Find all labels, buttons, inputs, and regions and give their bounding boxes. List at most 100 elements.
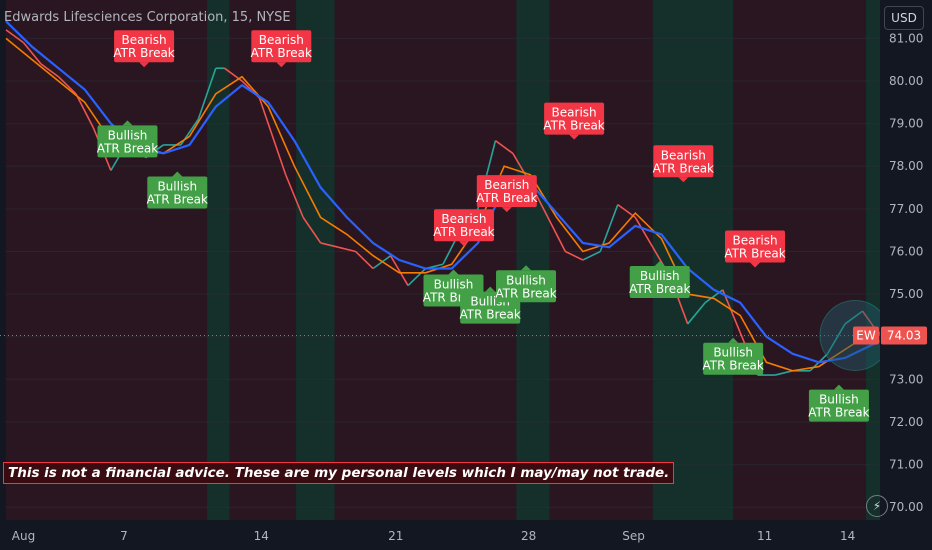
price-segment: [721, 289, 741, 333]
annotation-text: Bullish ATR Break: [97, 128, 158, 155]
bearish-label-box: [114, 30, 175, 63]
annotation-text: Bullish ATR Break: [808, 393, 869, 420]
annotation-text: Bullish ATR Break: [495, 273, 556, 300]
price-axis-background: [880, 0, 932, 550]
bearish-label-box: [653, 145, 714, 178]
x-tick-label: 14: [254, 529, 269, 543]
bearish-label-pointer: [276, 62, 287, 68]
session-band-green: [296, 0, 335, 520]
annotation-text: Bearish ATR Break: [653, 148, 714, 175]
bullish-label-pointer: [521, 265, 532, 271]
bullish-label-box: [496, 270, 557, 303]
price-segment: [774, 370, 793, 376]
bearish-label-box: [251, 30, 312, 63]
symbol-tag: [853, 326, 879, 345]
annotation-text: Bearish ATR Break: [724, 234, 785, 261]
bearish-label-pointer: [569, 134, 580, 140]
session-band-green: [866, 0, 880, 520]
x-tick-label: 21: [388, 529, 403, 543]
lightning-icon[interactable]: ⚡: [866, 495, 888, 517]
price-segment: [284, 174, 304, 218]
price-segment: [5, 29, 24, 44]
y-tick-label: 70.00: [889, 500, 923, 514]
y-tick-label: 75.00: [889, 287, 923, 301]
last-price-label: 74.03: [887, 328, 921, 342]
price-segment: [337, 246, 356, 253]
currency-button[interactable]: USD: [884, 6, 924, 30]
bullish-label-pointer: [485, 286, 496, 292]
bullish-label-box: [97, 125, 158, 158]
annotation-text: Bearish ATR Break: [476, 178, 537, 205]
session-band-green: [207, 0, 230, 520]
bearish-label-pointer: [501, 207, 512, 213]
x-tick-label: Aug: [12, 529, 35, 543]
price-segment: [599, 204, 619, 252]
price-segment: [355, 250, 374, 270]
bullish-label-pointer: [122, 120, 133, 126]
price-segment: [565, 250, 584, 261]
y-tick-label: 72.00: [889, 415, 923, 429]
annotation-text: Bullish ATR Break: [147, 179, 208, 206]
time-axis-background: [0, 520, 932, 550]
price-segment: [547, 217, 567, 252]
y-tick-label: 78.00: [889, 159, 923, 173]
x-tick-label: 28: [521, 529, 536, 543]
y-tick-label: 81.00: [889, 31, 923, 45]
bearish-label-pointer: [458, 241, 469, 247]
price-segment: [407, 267, 427, 287]
x-tick-label: Sep: [622, 529, 645, 543]
price-segment: [844, 310, 863, 325]
y-tick-label: 77.00: [889, 202, 923, 216]
bullish-label-pointer: [728, 337, 739, 343]
price-segment: [582, 250, 601, 261]
last-price-tag: [881, 326, 927, 345]
annotation-text: Bullish ATR Break: [629, 269, 690, 296]
bearish-label-pointer: [678, 177, 689, 183]
x-tick-label: 11: [757, 529, 772, 543]
annotation-text: Bearish ATR Break: [433, 212, 494, 239]
symbol-tag-label: EW: [856, 328, 876, 342]
bearish-label-pointer: [139, 62, 150, 68]
x-tick-label: 7: [120, 529, 128, 543]
bullish-label-box: [808, 389, 869, 422]
bullish-label-box: [703, 342, 764, 375]
price-segment: [75, 93, 95, 129]
annotation-text: Bearish ATR Break: [113, 33, 174, 60]
y-tick-label: 71.00: [889, 458, 923, 472]
bearish-label-box: [544, 102, 605, 135]
bullish-label-pointer: [172, 171, 183, 177]
bullish-label-pointer: [654, 261, 665, 266]
price-segment: [40, 63, 59, 78]
y-tick-label: 79.00: [889, 117, 923, 131]
price-segment: [634, 216, 654, 248]
session-band-green: [652, 0, 734, 520]
y-tick-label: 73.00: [889, 372, 923, 386]
bullish-label-box: [629, 266, 690, 298]
x-tick-label: 14: [840, 529, 855, 543]
annotation-text: Bullish ATR Break: [702, 346, 763, 373]
session-band-red: [549, 0, 653, 520]
annotation-text: Bearish ATR Break: [543, 106, 604, 133]
session-band-green: [516, 0, 550, 520]
bearish-label-box: [476, 175, 537, 208]
bearish-label-pointer: [750, 262, 761, 268]
price-segment: [197, 67, 217, 120]
price-segment: [687, 302, 706, 325]
price-segment: [389, 255, 409, 286]
price-segment: [320, 242, 339, 248]
bearish-label-box: [433, 209, 494, 242]
bullish-label-pointer: [833, 384, 844, 390]
chart-title: Edwards Lifesciences Corporation, 15, NY…: [4, 10, 291, 25]
bearish-label-box: [725, 230, 786, 263]
disclaimer-note: This is not a financial advice. These ar…: [3, 462, 675, 484]
y-tick-label: 76.00: [889, 244, 923, 258]
price-segment: [57, 76, 77, 95]
price-segment: [494, 140, 514, 155]
bullish-label-box: [147, 176, 208, 209]
price-segment: [22, 42, 42, 65]
y-tick-label: 80.00: [889, 74, 923, 88]
session-band-red: [334, 0, 517, 520]
price-segment: [826, 323, 846, 355]
